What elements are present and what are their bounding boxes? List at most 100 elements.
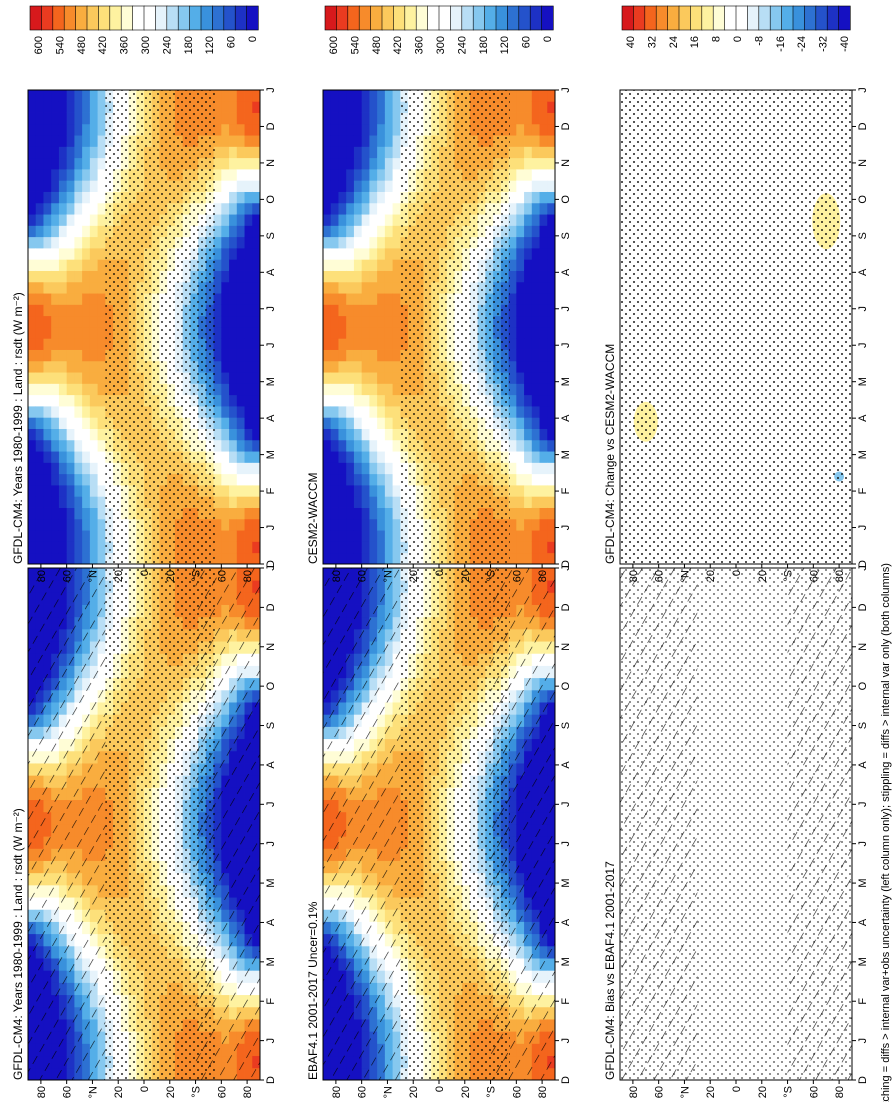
cell	[28, 518, 37, 531]
cell	[97, 157, 106, 170]
cell	[221, 304, 230, 317]
cell	[97, 202, 106, 215]
cell	[66, 293, 75, 305]
cell	[323, 180, 332, 192]
cell	[346, 191, 355, 204]
cell	[89, 315, 98, 328]
colorbar-tick-label: 0	[247, 36, 259, 42]
cell	[28, 439, 37, 452]
cell	[330, 270, 339, 283]
cell	[252, 157, 261, 170]
cell	[89, 394, 98, 407]
cell	[35, 327, 44, 339]
cell	[82, 417, 91, 429]
cell	[229, 428, 238, 441]
cell	[392, 214, 401, 226]
cell	[377, 225, 386, 238]
cell	[28, 417, 37, 429]
cell	[51, 473, 60, 486]
cell	[244, 90, 253, 102]
cell	[384, 496, 393, 508]
cell	[252, 383, 261, 396]
cell	[221, 236, 230, 249]
cell	[330, 112, 339, 125]
cell	[392, 541, 401, 554]
cell	[392, 191, 401, 204]
cell	[89, 507, 98, 520]
cell	[74, 202, 83, 215]
cell	[361, 225, 370, 238]
cell	[66, 338, 75, 350]
cell	[369, 101, 378, 113]
stippling-overlay	[105, 90, 215, 564]
cell	[82, 270, 91, 283]
cell	[384, 428, 393, 441]
cell	[35, 530, 44, 542]
cell	[43, 180, 52, 192]
cell	[377, 462, 386, 475]
cell	[236, 462, 245, 475]
cell	[28, 541, 37, 554]
cell	[330, 225, 339, 238]
cell	[384, 112, 393, 125]
cell	[74, 372, 83, 384]
cell	[43, 259, 52, 271]
cell	[43, 214, 52, 226]
cell	[28, 552, 37, 565]
cell	[58, 439, 68, 452]
cell	[244, 315, 253, 328]
month-tick-label: A	[560, 918, 572, 926]
cell	[97, 394, 106, 407]
cell	[229, 112, 238, 125]
cell	[89, 473, 98, 486]
cell	[89, 327, 98, 339]
cell	[82, 293, 91, 305]
cell	[361, 191, 370, 204]
cell	[323, 248, 332, 260]
cell	[346, 338, 355, 350]
cell	[369, 428, 378, 441]
cell	[35, 236, 44, 249]
cell	[392, 417, 401, 429]
cell	[369, 552, 378, 565]
cell	[236, 530, 245, 542]
colorbar-swatch	[63, 5, 77, 31]
cell	[221, 112, 230, 125]
cell	[252, 462, 261, 475]
cell	[221, 214, 230, 226]
cell	[213, 507, 222, 520]
cell	[346, 157, 355, 170]
cell	[28, 101, 37, 113]
cell	[82, 281, 91, 294]
cell	[213, 281, 222, 294]
cell	[323, 439, 332, 452]
cell	[330, 214, 339, 226]
cell	[213, 485, 222, 497]
cell	[252, 338, 261, 350]
cell	[330, 236, 339, 249]
cell	[236, 135, 245, 147]
cell	[361, 90, 370, 102]
cell	[369, 270, 378, 283]
cell	[229, 270, 238, 283]
cell	[28, 394, 37, 407]
cell	[377, 439, 386, 452]
cell	[213, 123, 222, 136]
cell	[377, 281, 386, 294]
cell	[28, 383, 37, 396]
cell	[338, 202, 347, 215]
cell	[361, 394, 370, 407]
cell	[43, 101, 52, 113]
cell	[392, 360, 401, 373]
cell	[213, 428, 222, 441]
cell	[252, 372, 261, 384]
cell	[82, 439, 91, 452]
cell	[330, 394, 339, 407]
cell	[43, 372, 52, 384]
cell	[35, 462, 44, 475]
cell	[384, 360, 393, 373]
cell	[346, 552, 355, 565]
cell	[229, 349, 238, 362]
cell	[244, 281, 253, 294]
cell	[346, 281, 355, 294]
